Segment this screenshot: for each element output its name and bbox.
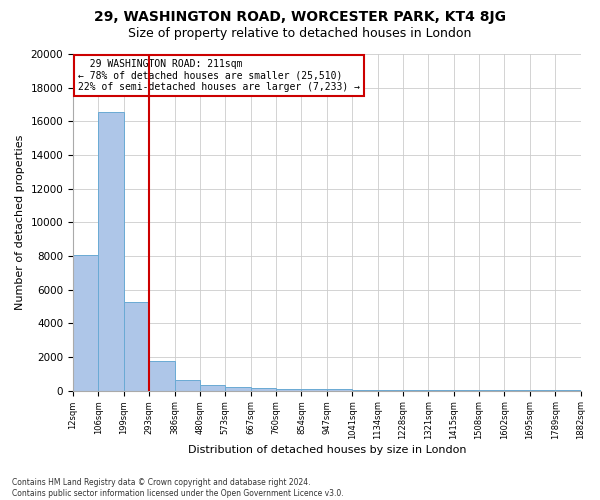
Text: Contains HM Land Registry data © Crown copyright and database right 2024.
Contai: Contains HM Land Registry data © Crown c… (12, 478, 344, 498)
Bar (301, 389, 327, 390)
X-axis label: Distribution of detached houses by size in London: Distribution of detached houses by size … (188, 445, 466, 455)
Y-axis label: Number of detached properties: Number of detached properties (15, 134, 25, 310)
Bar (225, 387, 251, 390)
Bar (124, 302, 149, 390)
Text: 29, WASHINGTON ROAD, WORCESTER PARK, KT4 8JG: 29, WASHINGTON ROAD, WORCESTER PARK, KT4… (94, 10, 506, 24)
Bar (276, 388, 301, 390)
Bar (200, 384, 225, 390)
Bar (149, 361, 175, 390)
Text: 29 WASHINGTON ROAD: 211sqm  
← 78% of detached houses are smaller (25,510)
22% o: 29 WASHINGTON ROAD: 211sqm ← 78% of deta… (78, 59, 360, 92)
Text: Size of property relative to detached houses in London: Size of property relative to detached ho… (128, 28, 472, 40)
Bar (98, 112, 124, 390)
Bar (73, 255, 98, 390)
Bar (251, 388, 276, 390)
Bar (175, 380, 200, 390)
